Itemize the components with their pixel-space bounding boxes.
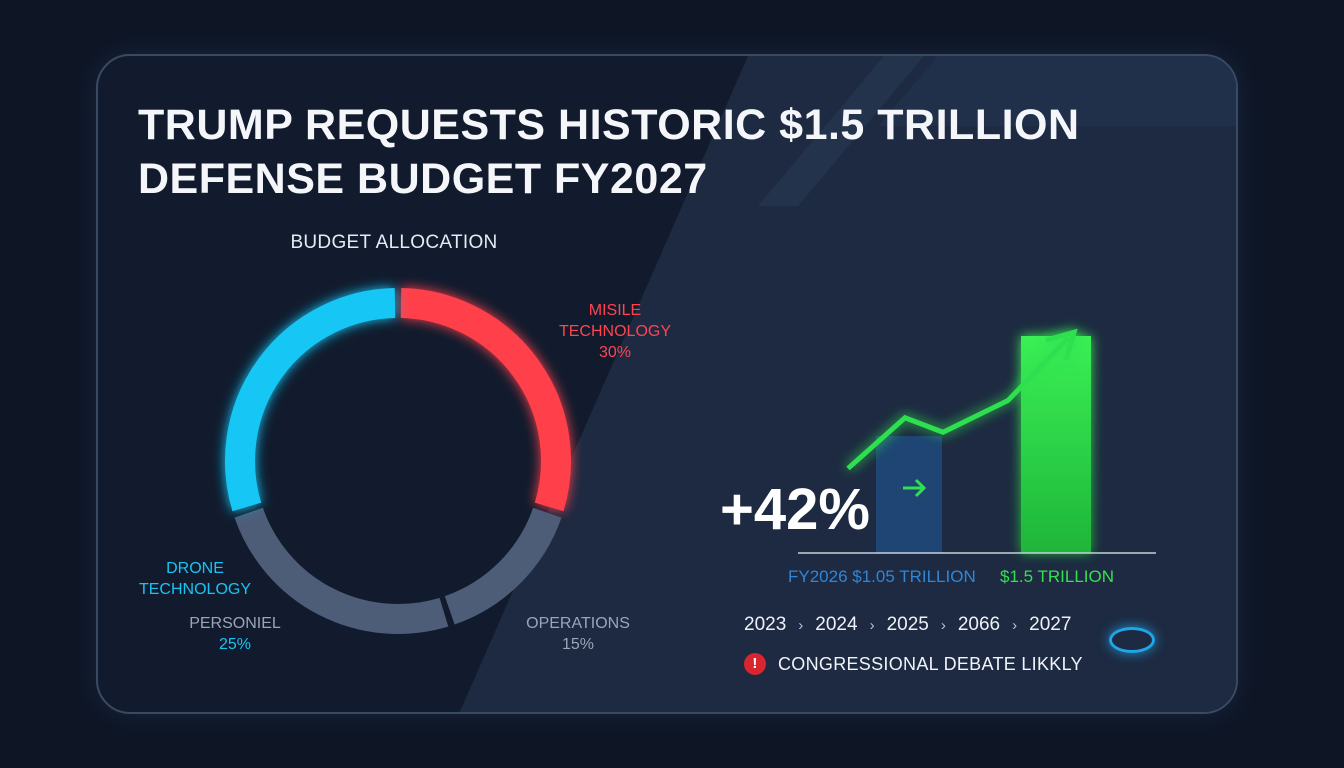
missile-label-line-1: MISILE (588, 302, 642, 319)
donut-slice-personnel (234, 507, 449, 634)
chart-canvas (225, 288, 1156, 634)
alert-text: CONGRESSIONAL DEBATE LIKKLY (778, 653, 1083, 674)
donut-chart (225, 288, 571, 634)
headline-line-1: TRUMP REQUESTS HISTORIC $1.5 TRILLION (138, 101, 1080, 149)
personnel-label-line-1: PERSONIEL (189, 615, 281, 632)
personnel-label: PERSONIEL 25% (160, 613, 310, 655)
personnel-value-label: 25% (218, 636, 252, 653)
bar-fy2026 (876, 436, 942, 553)
operations-label: OPERATIONS 15% (503, 613, 653, 655)
timeline-year-2023: 2023 (744, 614, 787, 635)
donut-title: BUDGET ALLOCATION (290, 232, 498, 253)
donut-slice-operations (444, 507, 562, 625)
growth-trend-line (846, 336, 1070, 471)
operations-value-label: 15% (561, 636, 595, 653)
growth-percentage: +42% (720, 477, 870, 542)
drone-technology-label: DRONE TECHNOLOGY (120, 558, 270, 600)
bar-chart (798, 328, 1156, 554)
timeline-year-2066: 2066 (957, 614, 1001, 635)
donut-slice-drone (225, 288, 396, 512)
trend-arrowhead-icon (1045, 328, 1078, 361)
current-year-highlight-ring (1109, 627, 1155, 653)
fy2026-value-label: FY2026 $1.05 TRILLION (788, 567, 976, 586)
donut-slice-missile (400, 288, 571, 512)
fy2027-value-label: $1.5 TRILLION (1000, 567, 1115, 586)
year-timeline: 2023 › 2024 › 2025 › 2066 › 2027 (744, 612, 1164, 638)
headline-line-2: DEFENSE BUDGET FY2027 (138, 155, 708, 203)
small-arrow-icon (903, 478, 927, 498)
timeline-year-2025: 2025 (886, 614, 929, 635)
missile-value-label: 30% (598, 344, 632, 361)
missile-label-line-2: TECHNOLOGY (558, 323, 671, 340)
bar-fy2027 (1021, 336, 1091, 553)
timeline-year-2027: 2027 (1029, 614, 1072, 635)
drone-label-line-2: TECHNOLOGY (138, 581, 251, 598)
timeline-chevron-icon: › (869, 616, 875, 634)
timeline-chevron-icon: › (940, 616, 946, 634)
missile-technology-label: MISILE TECHNOLOGY 30% (540, 300, 690, 363)
timeline-chevron-icon: › (798, 616, 804, 634)
timeline-year-2024: 2024 (815, 614, 858, 635)
warning-icon: ! (744, 653, 766, 675)
timeline-chevron-icon: › (1012, 616, 1018, 634)
card-frame: TRUMP REQUESTS HISTORIC $1.5 TRILLION DE… (96, 54, 1238, 714)
operations-label-line-1: OPERATIONS (526, 615, 630, 632)
headline: TRUMP REQUESTS HISTORIC $1.5 TRILLION DE… (138, 98, 1080, 206)
drone-label-line-1: DRONE (166, 560, 224, 577)
debate-alert: ! CONGRESSIONAL DEBATE LIKKLY (744, 653, 1083, 675)
